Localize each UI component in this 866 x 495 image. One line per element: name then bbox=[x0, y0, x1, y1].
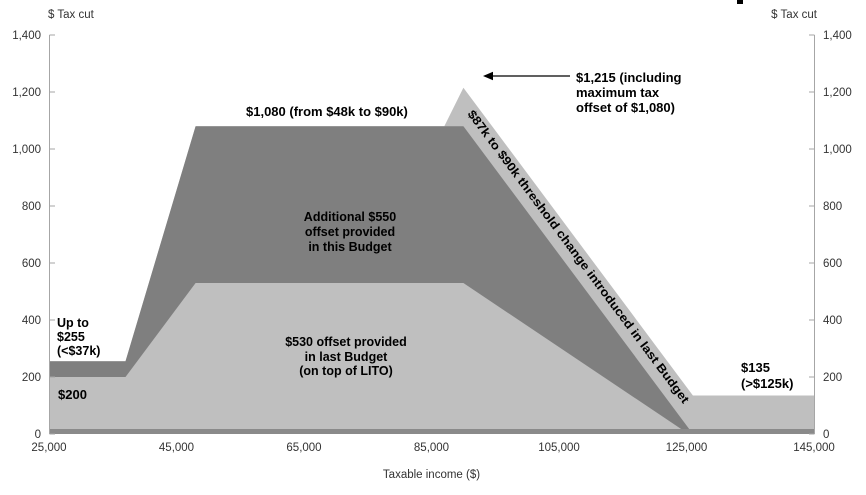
x-tick-label: 25,000 bbox=[31, 442, 66, 454]
y-tick-label-left: 1,200 bbox=[12, 87, 41, 99]
annotation-tail-135: $135 (>$125k) bbox=[741, 360, 794, 391]
y-tick-label-left: 1,000 bbox=[12, 144, 41, 156]
y-tick-label-left: 1,400 bbox=[12, 30, 41, 42]
y-tick-label-right: 400 bbox=[823, 315, 842, 327]
x-tick-label: 145,000 bbox=[793, 442, 835, 454]
cropped-text-artifact bbox=[737, 0, 743, 4]
right-axis-title: $ Tax cut bbox=[771, 9, 818, 21]
x-tick-label: 105,000 bbox=[538, 442, 580, 454]
x-tick-label: 125,000 bbox=[666, 442, 708, 454]
y-tick-label-left: 600 bbox=[22, 258, 41, 270]
annotation-additional-550: Additional $550 offset provided in this … bbox=[303, 210, 397, 254]
y-tick-label-left: 0 bbox=[35, 429, 41, 441]
y-tick-label-right: 1,400 bbox=[823, 30, 852, 42]
x-tick-label: 65,000 bbox=[286, 442, 321, 454]
peak-annotation-arrowhead bbox=[483, 71, 493, 81]
y-tick-label-right: 1,200 bbox=[823, 87, 852, 99]
x-axis-title: Taxable income ($) bbox=[383, 469, 480, 481]
x-axis-band bbox=[49, 429, 814, 434]
annotation-1080-plateau: $1,080 (from $48k to $90k) bbox=[246, 104, 408, 119]
y-tick-label-right: 0 bbox=[823, 429, 829, 441]
annotation-530-offset: $530 offset provided in last Budget (on … bbox=[285, 335, 407, 378]
y-tick-label-right: 1,000 bbox=[823, 144, 852, 156]
left-axis-title: $ Tax cut bbox=[48, 9, 95, 21]
annotation-up-to-255: Up to $255 (<$37k) bbox=[57, 316, 101, 358]
y-tick-label-right: 800 bbox=[823, 201, 842, 213]
x-tick-label: 85,000 bbox=[414, 442, 449, 454]
y-tick-label-right: 200 bbox=[823, 372, 842, 384]
y-tick-label-right: 600 bbox=[823, 258, 842, 270]
y-tick-label-left: 200 bbox=[22, 372, 41, 384]
annotation-peak-1215: $1,215 (including maximum tax offset of … bbox=[576, 70, 682, 115]
y-tick-label-left: 800 bbox=[22, 201, 41, 213]
area-last-budget-offset bbox=[49, 283, 689, 434]
annotation-200-level: $200 bbox=[58, 387, 87, 402]
y-tick-label-left: 400 bbox=[22, 315, 41, 327]
x-tick-label: 45,000 bbox=[159, 442, 194, 454]
